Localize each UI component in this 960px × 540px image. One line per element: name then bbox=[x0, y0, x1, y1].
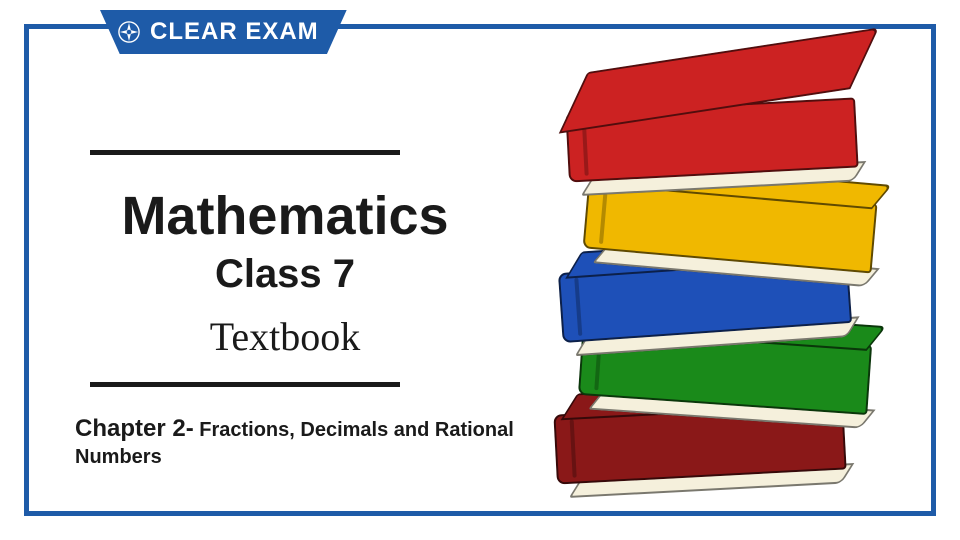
divider-top bbox=[90, 150, 400, 155]
compass-icon bbox=[118, 21, 140, 43]
divider-bottom bbox=[90, 382, 400, 387]
content-block: Mathematics Class 7 Textbook Chapter 2- … bbox=[75, 150, 535, 469]
chapter-number: Chapter 2- bbox=[75, 415, 194, 442]
page-title: Mathematics bbox=[75, 185, 495, 247]
book-icon bbox=[565, 97, 858, 182]
page-label: Textbook bbox=[75, 313, 495, 360]
chapter-line: Chapter 2- Fractions, Decimals and Ratio… bbox=[75, 415, 535, 469]
book-stack-illustration bbox=[525, 55, 905, 475]
page-subtitle: Class 7 bbox=[75, 252, 495, 297]
brand-label: CLEAR EXAM bbox=[150, 18, 319, 46]
brand-badge: CLEAR EXAM bbox=[100, 10, 347, 54]
